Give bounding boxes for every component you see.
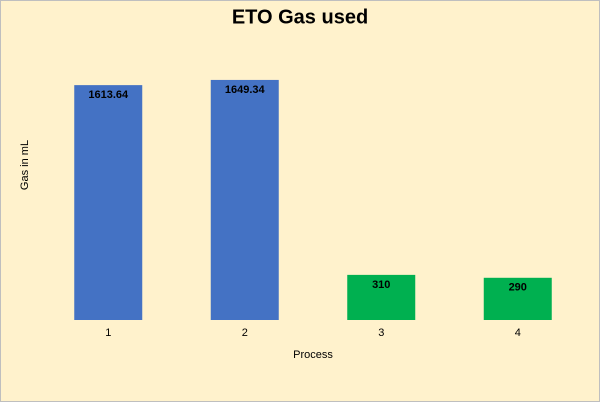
bar	[347, 274, 416, 320]
chart-title: ETO Gas used	[232, 6, 368, 28]
bar	[210, 79, 279, 320]
x-tick-label: 1	[105, 327, 111, 339]
data-label: 290	[509, 282, 527, 294]
x-tick-label: 2	[242, 327, 248, 339]
x-tick-label: 4	[515, 327, 521, 339]
data-label: 310	[372, 279, 390, 291]
data-label: 1649.34	[225, 84, 266, 96]
bar	[74, 85, 143, 320]
y-axis-label: Gas in mL	[19, 140, 31, 190]
x-tick-label: 3	[378, 327, 384, 339]
data-label: 1613.64	[88, 89, 129, 101]
x-axis-label: Process	[293, 349, 333, 361]
bar	[483, 277, 552, 320]
